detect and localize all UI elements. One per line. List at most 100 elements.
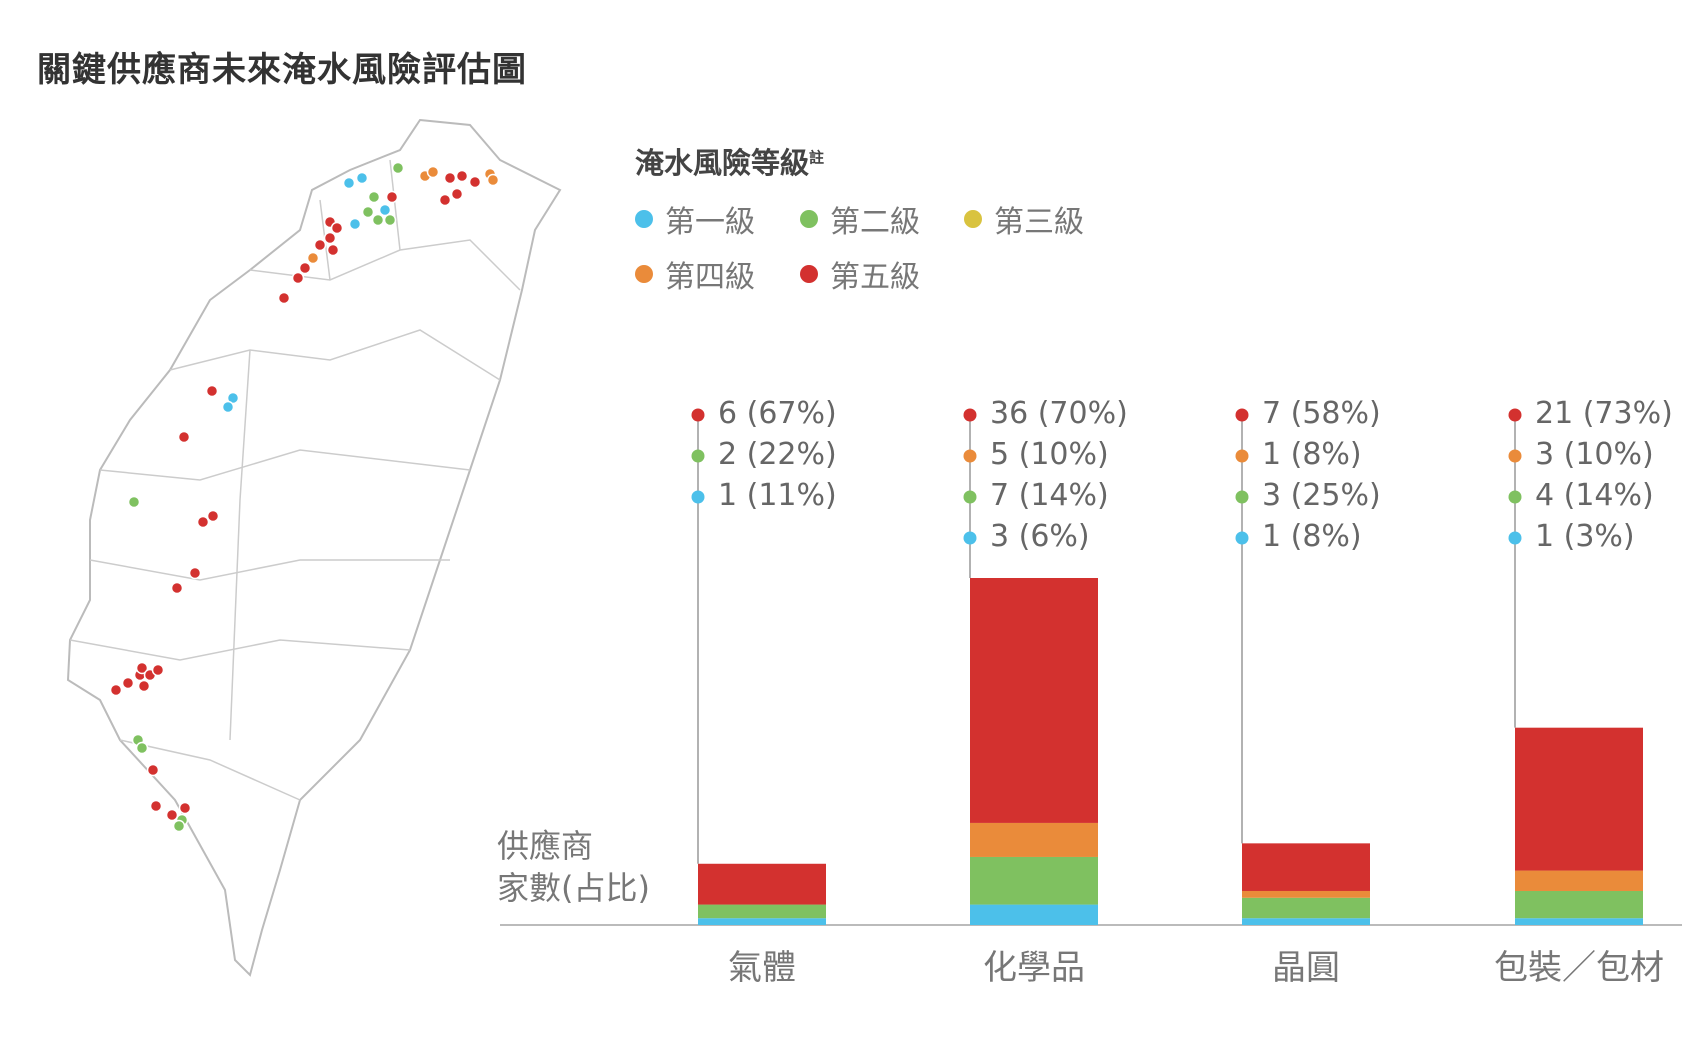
value-dot	[1235, 490, 1249, 504]
value-dot	[1508, 531, 1522, 545]
supplier-location-marker	[149, 799, 163, 813]
value-dot	[963, 490, 977, 504]
value-dot	[1508, 449, 1522, 463]
legend-dot-icon	[800, 210, 818, 228]
supplier-location-marker	[205, 384, 219, 398]
legend-item-level2: 第二級	[800, 197, 920, 241]
supplier-location-marker	[151, 663, 165, 677]
supplier-location-marker	[146, 763, 160, 777]
value-label: 3 (10%)	[1535, 437, 1654, 472]
supplier-location-marker	[443, 171, 457, 185]
bar-segment-第一級	[970, 904, 1098, 925]
supplier-location-marker	[206, 509, 220, 523]
supplier-location-marker	[486, 173, 500, 187]
note-mark: 註	[809, 148, 825, 167]
bar-segment-第一級	[1515, 918, 1643, 925]
supplier-location-marker	[135, 741, 149, 755]
supplier-location-marker	[378, 203, 392, 217]
legend-item-level3: 第三級	[964, 197, 1084, 241]
supplier-location-marker	[172, 819, 186, 833]
legend-label: 第四級	[665, 260, 755, 295]
legend-dot-icon	[800, 265, 818, 283]
value-label: 7 (58%)	[1262, 396, 1381, 431]
value-dot	[691, 490, 705, 504]
bar-segment-第二級	[1515, 890, 1643, 919]
y-axis-label-line: 供應商	[497, 827, 594, 865]
supplier-location-marker	[135, 661, 149, 675]
supplier-location-marker	[342, 176, 356, 190]
supplier-location-marker	[426, 165, 440, 179]
bar-segment-第二級	[698, 904, 826, 919]
supplier-location-marker	[221, 400, 235, 414]
supplier-location-marker	[196, 515, 210, 529]
legend-item-level1: 第一級	[635, 197, 755, 241]
supplier-location-marker	[455, 169, 469, 183]
value-dot	[1235, 449, 1249, 463]
value-dot	[1508, 490, 1522, 504]
category-label: 晶圓	[1272, 948, 1340, 988]
y-axis-label-line: 家數(占比)	[497, 869, 650, 907]
supplier-location-marker	[313, 238, 327, 252]
y-axis-label: 供應商 家數(占比)	[497, 825, 650, 909]
value-label: 36 (70%)	[990, 396, 1128, 431]
legend-dot-icon	[635, 210, 653, 228]
supplier-location-marker	[330, 221, 344, 235]
supplier-location-marker	[438, 193, 452, 207]
supplier-location-marker	[291, 271, 305, 285]
value-dot	[691, 408, 705, 422]
supplier-location-marker	[391, 161, 405, 175]
supplier-location-marker	[121, 676, 135, 690]
value-label: 3 (25%)	[1262, 478, 1381, 513]
value-label: 6 (67%)	[718, 396, 837, 431]
legend-label: 第三級	[994, 205, 1084, 240]
value-label: 1 (3%)	[1535, 519, 1635, 554]
supplier-location-marker	[326, 243, 340, 257]
legend-label: 第二級	[830, 205, 920, 240]
supplier-location-marker	[348, 217, 362, 231]
supplier-location-marker	[468, 175, 482, 189]
bar-segment-第五級	[1242, 843, 1370, 891]
taiwan-map	[66, 118, 562, 977]
supplier-location-marker	[385, 190, 399, 204]
value-label: 5 (10%)	[990, 437, 1109, 472]
legend-label: 第一級	[665, 205, 755, 240]
value-label: 21 (73%)	[1535, 396, 1673, 431]
supplier-location-marker	[178, 801, 192, 815]
supplier-location-marker	[188, 566, 202, 580]
supplier-location-marker	[355, 171, 369, 185]
supplier-location-marker	[383, 213, 397, 227]
value-label: 1 (8%)	[1262, 437, 1362, 472]
value-dot	[1235, 531, 1249, 545]
category-label: 包裝／包材	[1494, 948, 1664, 988]
taiwan-outline	[66, 118, 562, 977]
value-label: 1 (11%)	[718, 478, 837, 513]
supplier-location-marker	[127, 495, 141, 509]
bar-segment-第二級	[1242, 897, 1370, 919]
value-dot	[691, 449, 705, 463]
legend-label: 第五級	[830, 260, 920, 295]
supplier-location-marker	[361, 205, 375, 219]
bar-segment-第四級	[970, 822, 1098, 857]
bar-segment-第二級	[970, 856, 1098, 905]
category-label: 化學品	[983, 948, 1085, 988]
bar-segment-第五級	[698, 863, 826, 905]
supplier-location-marker	[165, 808, 179, 822]
legend-title: 淹水風險等級註	[635, 140, 824, 182]
category-label: 氣體	[728, 948, 796, 988]
legend-dot-icon	[964, 210, 982, 228]
page-title: 關鍵供應商未來淹水風險評估圖	[37, 50, 527, 90]
bar-segment-第四級	[1515, 870, 1643, 891]
value-dot	[1235, 408, 1249, 422]
supplier-location-marker	[137, 679, 151, 693]
supplier-location-marker	[371, 213, 385, 227]
value-dot	[963, 531, 977, 545]
supplier-location-marker	[277, 291, 291, 305]
value-label: 7 (14%)	[990, 478, 1109, 513]
value-dot	[963, 449, 977, 463]
legend-item-level5: 第五級	[800, 252, 920, 296]
legend-title-text: 淹水風險等級	[635, 146, 810, 180]
value-label: 3 (6%)	[990, 519, 1090, 554]
bar-segment-第一級	[1242, 918, 1370, 925]
supplier-location-marker	[170, 581, 184, 595]
